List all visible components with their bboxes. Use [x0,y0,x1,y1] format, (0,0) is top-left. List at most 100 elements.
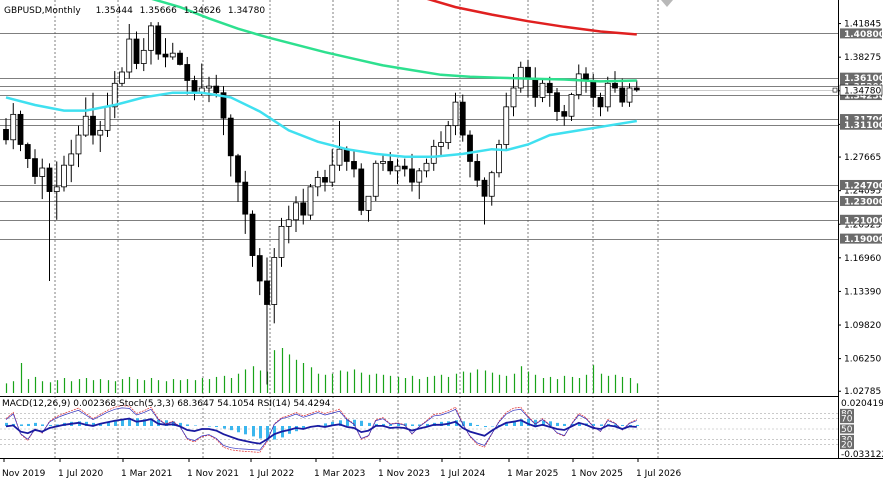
rsi-line [5,417,637,445]
price-tick-label-10: 1.06250 [844,355,881,365]
chart-close: 1.34780 [228,6,265,16]
candle-46 [336,120,343,171]
candle-85 [619,78,626,107]
candle-36 [264,257,270,385]
candle-44 [322,169,328,192]
time-label-0: Nov 2019 [2,469,46,479]
level-tag-0 [840,28,882,39]
level-tag-label-6: 1.24700 [844,181,883,191]
candle-70 [510,73,517,117]
candle-38 [278,217,285,267]
price-axis: 1.418451.382751.347051.311351.276651.240… [832,0,883,458]
candle-74 [539,78,546,103]
candle-1 [10,103,17,150]
level-tag-9 [840,233,882,244]
level-tag-1 [840,72,882,83]
candle-59 [430,139,437,171]
level-tag-label-0: 1.40800 [844,30,883,40]
price-tick-label-1: 1.38275 [844,53,881,63]
osc-level-label-20: 20 [841,441,853,451]
chart-open: 1.35444 [96,6,133,16]
osc-level-label-50: 50 [841,425,853,435]
level-tag-5 [840,119,882,130]
osc-level-label-70: 70 [841,415,853,425]
candle-11 [82,97,89,137]
time-label-7: 1 Jul 2024 [440,469,485,479]
candle-77 [561,104,568,126]
level-tag-4 [840,114,882,125]
chart-low: 1.34626 [184,6,221,16]
level-tag-label-8: 1.21000 [844,216,883,226]
candle-49 [358,163,365,216]
candle-41 [300,188,307,225]
osc-level-tag-50 [840,424,854,434]
oscillator-label: MACD(12,26,9) 0.002368 Stoch(5,3,3) 68.3… [2,399,331,409]
candle-2 [17,110,24,152]
chart-header: GBPUSD,Monthly 1.35444 1.35666 1.34626 1… [4,6,265,16]
candle-13 [97,120,104,153]
candle-62 [452,92,459,136]
candle-87 [633,80,640,92]
candle-6 [46,163,53,281]
osc-level-tag-70 [840,414,854,424]
candle-30 [220,86,227,136]
candle-54 [394,158,401,185]
candle-40 [293,196,299,233]
candle-63 [459,94,466,142]
moving-averages [5,0,637,158]
candle-10 [75,125,82,168]
price-tick-label-7: 1.16960 [844,254,881,264]
price-tick-label-0: 1.41845 [844,20,881,30]
level-tag-label-9: 1.19000 [844,235,883,245]
candle-76 [554,88,560,121]
candle-16 [119,67,125,87]
ma-line-aqua [5,91,637,158]
candle-55 [401,158,408,177]
candle-86 [626,83,633,107]
candle-37 [271,248,278,324]
current-price-tag [839,84,883,96]
candles [3,22,640,385]
candle-24 [177,50,183,66]
candle-48 [351,150,357,178]
candle-8 [61,155,67,192]
time-label-6: 1 Nov 2023 [378,469,430,479]
candle-83 [604,76,611,112]
candle-52 [380,153,386,171]
candle-82 [597,92,604,117]
time-label-2: 1 Mar 2021 [121,469,172,479]
chart-symbol: GBPUSD,Monthly [4,6,81,16]
candle-9 [68,139,75,183]
candle-23 [169,42,176,60]
candle-60 [438,131,444,156]
price-tick-label-6: 1.20525 [844,220,881,230]
osc-scale-min: -0.033122 [841,450,883,460]
price-tick-label-5: 1.24095 [844,187,881,197]
candle-18 [133,31,140,70]
candle-31 [227,114,234,177]
candle-50 [365,195,372,222]
shift-marker-icon[interactable] [661,0,673,7]
level-tag-6 [840,179,882,190]
candle-75 [546,76,553,107]
osc-level-tag-80 [840,408,854,418]
candle-29 [213,74,220,98]
candle-68 [496,139,502,178]
candle-19 [140,38,147,72]
time-axis: Nov 2019 1 Jul 2020 1 Mar 2021 1 Nov 2021 1 … [2,458,681,479]
candle-0 [3,118,9,145]
time-label-8: 1 Mar 2025 [507,469,558,479]
candle-20 [148,22,154,65]
candle-34 [249,210,256,267]
candle-57 [416,168,423,200]
candle-28 [206,76,212,103]
price-tick-label-9: 1.09820 [844,321,881,331]
price-tick-label-4: 1.27665 [844,153,881,163]
candle-45 [329,149,336,187]
time-label-1: 1 Jul 2020 [58,469,103,479]
time-label-4: 1 Jul 2022 [249,469,294,479]
candle-15 [111,71,118,119]
candle-35 [256,248,263,296]
price-tick-label-11: 1.02785 [844,387,881,397]
